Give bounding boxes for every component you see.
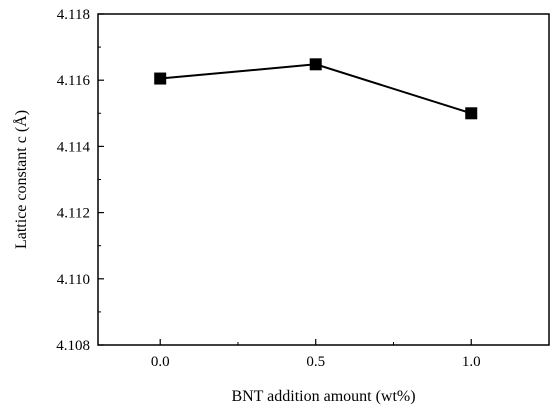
data-point-marker	[154, 72, 167, 85]
x-tick-label: 0.5	[306, 354, 325, 370]
y-tick-label: 4.112	[57, 206, 90, 222]
x-axis: 0.0 0.5 1.0	[151, 339, 481, 370]
series-line	[160, 63, 472, 115]
y-tick-label: 4.110	[57, 272, 90, 288]
y-tick-label: 4.114	[57, 139, 91, 155]
plot-frame	[97, 13, 550, 346]
y-axis: 4.108 4.110 4.112 4.114 4.116 4.118	[56, 7, 104, 354]
x-tick-label: 1.0	[462, 354, 481, 370]
y-axis-title: Lattice constant c (Å)	[12, 110, 30, 249]
y-tick-label: 4.116	[57, 73, 91, 89]
x-tick-label: 0.0	[151, 354, 170, 370]
x-axis-title: BNT addition amount (wt%)	[231, 388, 415, 405]
data-point-marker	[465, 107, 478, 120]
data-series	[154, 58, 478, 120]
data-point-marker	[309, 58, 322, 71]
y-tick-label: 4.108	[56, 338, 90, 354]
y-tick-label: 4.118	[57, 7, 90, 23]
